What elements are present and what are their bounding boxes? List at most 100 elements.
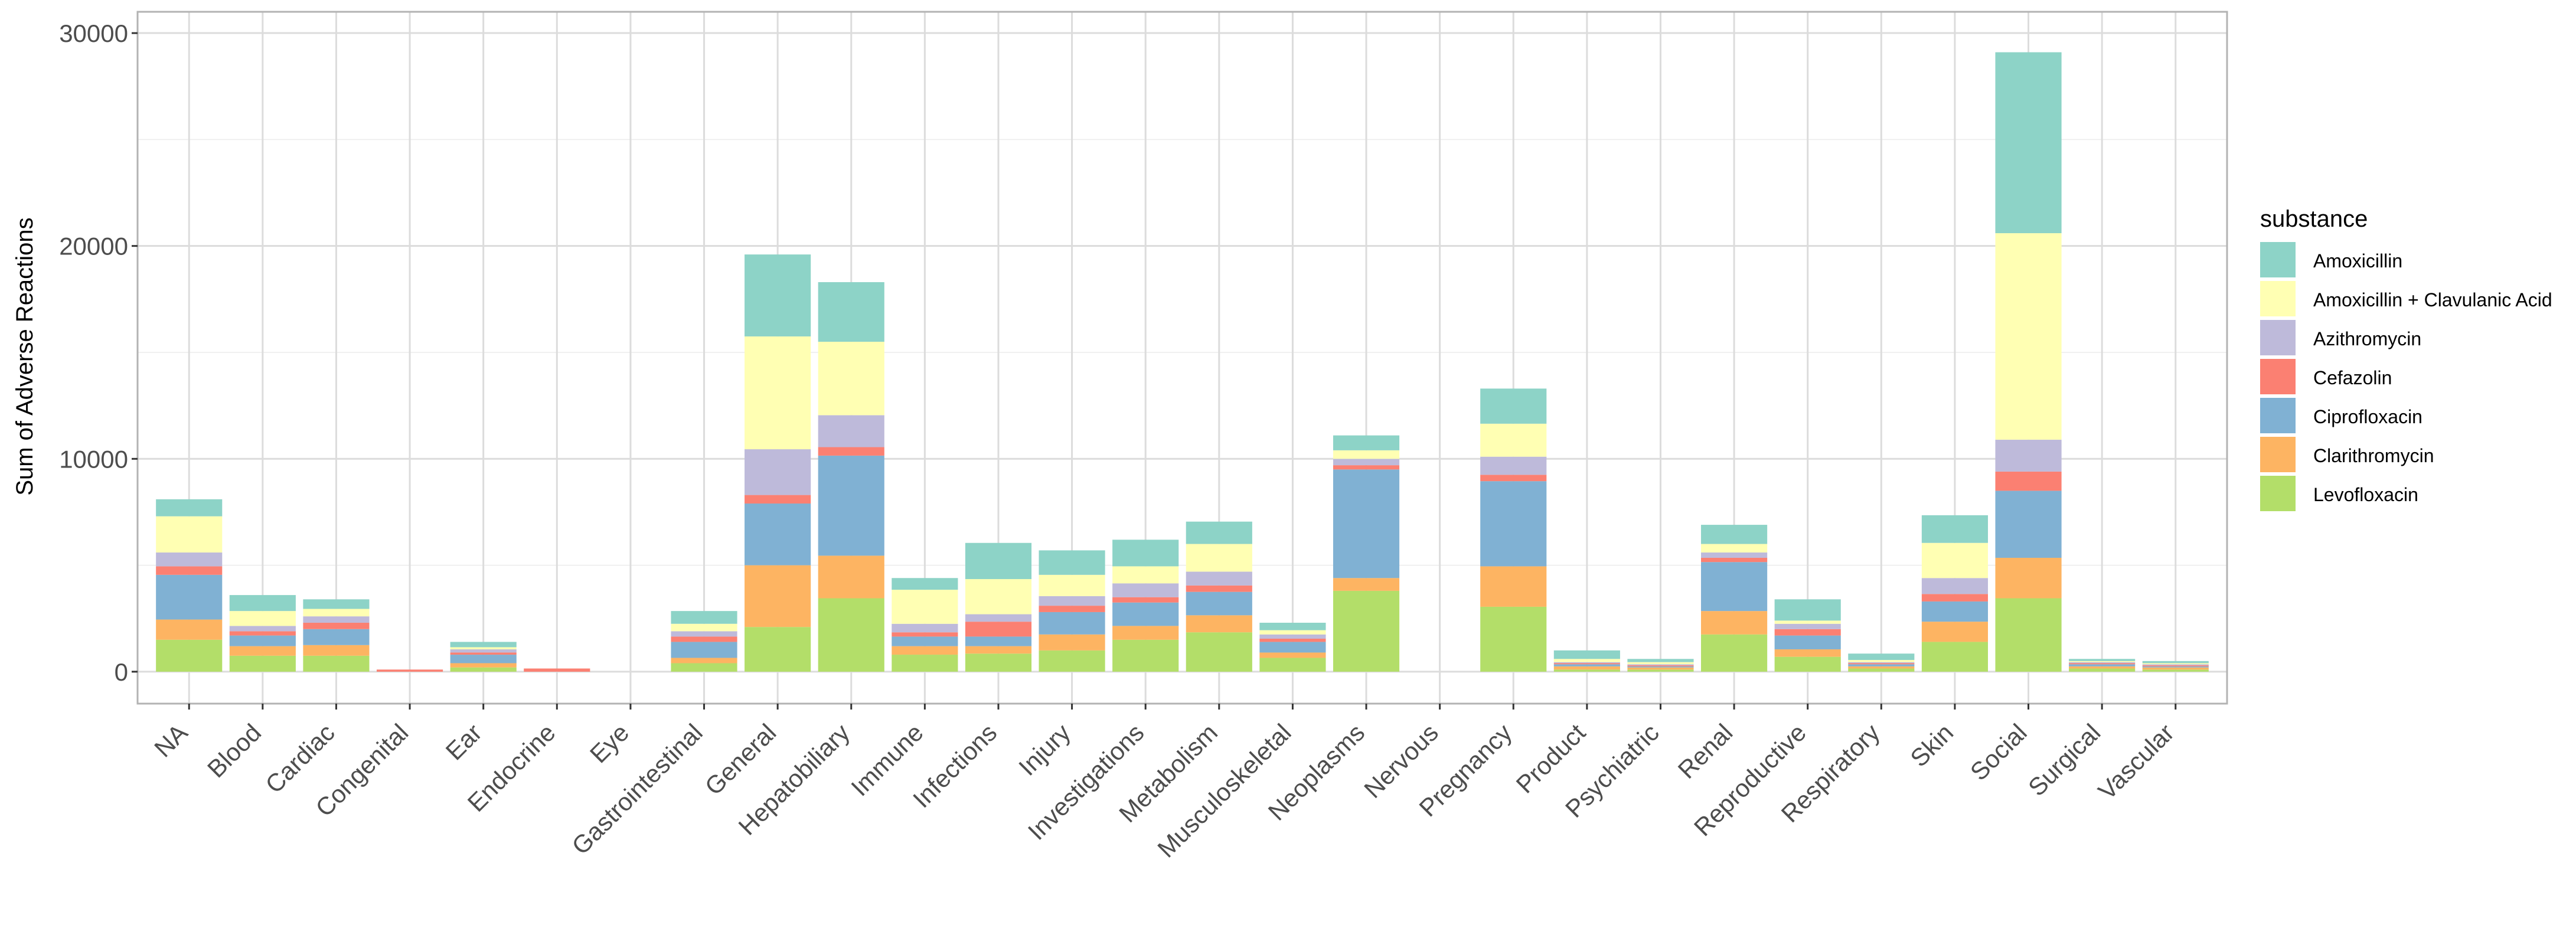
bar-segment — [892, 632, 958, 637]
bar-segment — [229, 655, 296, 672]
bar-stack-injury — [1039, 550, 1105, 672]
bar-segment — [2142, 667, 2209, 670]
bar-segment — [1921, 578, 1989, 594]
bar-segment — [965, 614, 1032, 622]
bar-segment — [1039, 550, 1105, 575]
plot-panel-border — [136, 11, 2228, 705]
legend-swatch — [2260, 242, 2296, 277]
bar-segment — [892, 623, 958, 633]
bar-segment — [1333, 459, 1400, 466]
legend-label: Ciprofloxacin — [2313, 406, 2422, 427]
bar-segment — [1701, 552, 1768, 558]
x-tick-label: Surgical — [2023, 718, 2106, 802]
bar-segment — [2142, 663, 2209, 665]
legend-swatch — [2260, 437, 2296, 472]
bar-segment — [1039, 606, 1105, 612]
bar-segment — [745, 336, 811, 450]
bar-segment — [1112, 602, 1179, 626]
bar-segment — [1553, 659, 1620, 662]
bar-stack-social — [1995, 52, 2062, 672]
bar-segment — [156, 516, 223, 553]
bar-segment — [1039, 596, 1105, 606]
bar-segment — [1701, 634, 1768, 672]
bar-segment — [1921, 601, 1989, 622]
bar-segment — [1039, 650, 1105, 672]
bar-segment — [1333, 578, 1400, 591]
bar-stack-ear — [450, 642, 517, 672]
bar-segment — [1186, 585, 1252, 592]
bar-segment — [1039, 634, 1105, 650]
bar-segment — [1333, 590, 1400, 672]
bar-segment — [1995, 52, 2062, 234]
bar-segment — [818, 341, 884, 416]
bar-segment — [892, 578, 958, 590]
y-tick-label: 0 — [115, 658, 128, 686]
legend-swatch — [2260, 359, 2296, 394]
bar-segment — [1848, 664, 1915, 666]
bar-segment — [303, 655, 370, 672]
bar-segment — [1553, 669, 1620, 672]
bar-segment — [303, 599, 370, 609]
bar-segment — [156, 639, 223, 672]
bars — [156, 52, 2209, 672]
x-tick-label: Musculoskeletal — [1152, 718, 1297, 863]
bar-segment — [1333, 450, 1400, 459]
bar-segment — [1333, 435, 1400, 450]
y-tick-label: 30000 — [59, 19, 128, 47]
bar-segment — [1259, 622, 1326, 630]
bar-segment — [671, 663, 737, 672]
bar-segment — [1995, 471, 2062, 491]
bar-segment — [450, 647, 517, 650]
bar-stack-skin — [1921, 515, 1989, 672]
bar-segment — [1848, 653, 1915, 661]
bar-segment — [1627, 667, 1694, 670]
bar-segment — [745, 254, 811, 336]
bar-segment — [229, 626, 296, 632]
bar-segment — [818, 447, 884, 456]
bar-segment — [1553, 663, 1620, 665]
bar-segment — [671, 611, 737, 624]
bar-segment — [450, 667, 517, 672]
bar-stack-surgical — [2069, 659, 2136, 672]
bar-segment — [2069, 664, 2136, 666]
bar-segment — [524, 668, 590, 672]
bar-segment — [671, 642, 737, 658]
bar-segment — [303, 609, 370, 617]
bar-segment — [376, 669, 443, 672]
bar-stack-immune — [892, 578, 958, 672]
bar-segment — [450, 663, 517, 668]
bar-segment — [1480, 566, 1547, 607]
bar-segment — [1259, 658, 1326, 672]
bar-segment — [450, 642, 517, 648]
bar-stack-respiratory — [1848, 653, 1915, 672]
bar-segment — [1848, 663, 1915, 665]
bar-segment — [965, 622, 1032, 637]
legend-label: Amoxicillin — [2313, 250, 2402, 272]
x-tick-label: Injury — [1013, 718, 1076, 781]
legend-swatch — [2260, 281, 2296, 316]
bar-segment — [1186, 615, 1252, 633]
bar-segment — [1480, 456, 1547, 475]
bar-stack-investigations — [1112, 540, 1179, 672]
bar-segment — [965, 653, 1032, 672]
bar-segment — [2142, 661, 2209, 663]
bar-segment — [671, 658, 737, 663]
x-tick-label: Blood — [202, 718, 266, 783]
bar-segment — [818, 598, 884, 672]
bar-stack-pregnancy — [1480, 388, 1547, 672]
bar-segment — [965, 579, 1032, 614]
bar-segment — [1186, 521, 1252, 544]
y-axis: 0 10000 20000 30000 — [59, 19, 138, 686]
bar-segment — [1480, 423, 1547, 457]
bar-segment — [965, 646, 1032, 654]
bar-segment — [2069, 661, 2136, 662]
bar-stack-metabolism — [1186, 521, 1252, 672]
bar-segment — [1480, 606, 1547, 672]
bar-segment — [892, 590, 958, 624]
bar-segment — [1553, 650, 1620, 659]
bar-segment — [1774, 656, 1841, 672]
bar-segment — [1112, 597, 1179, 603]
bar-segment — [2142, 666, 2209, 668]
bar-stack-musculoskeletal — [1259, 622, 1326, 672]
bar-segment — [1186, 571, 1252, 586]
